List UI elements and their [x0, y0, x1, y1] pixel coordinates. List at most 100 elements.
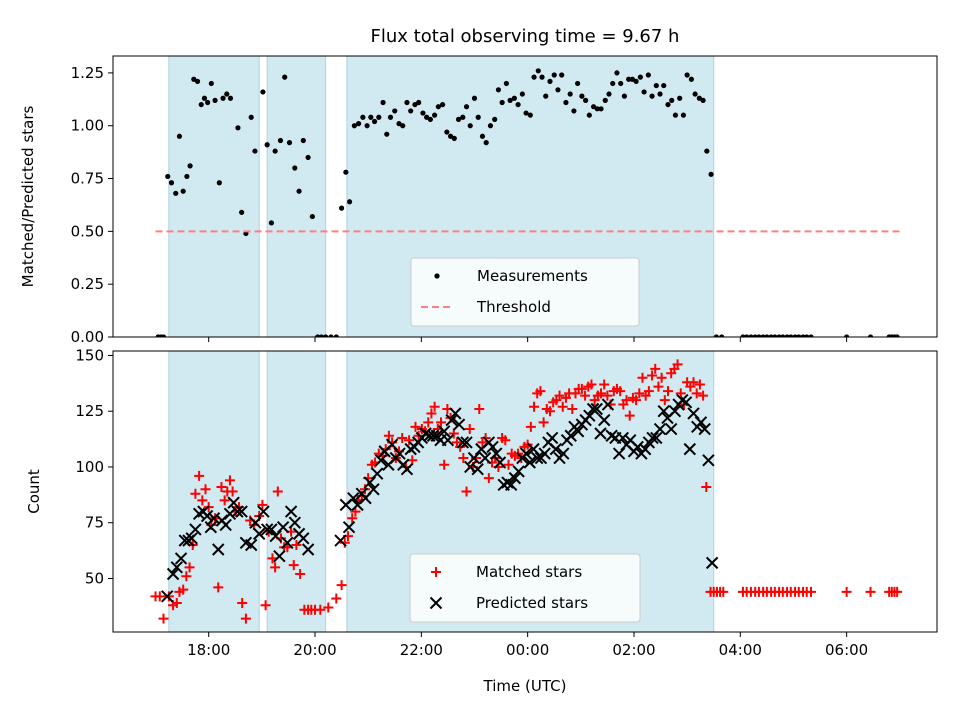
data-point — [436, 417, 447, 428]
data-point — [531, 451, 544, 465]
data-point — [184, 562, 195, 573]
data-point — [672, 359, 683, 370]
x-tick-label: 02:00 — [612, 641, 655, 659]
data-point — [531, 74, 537, 80]
data-point — [198, 101, 204, 108]
data-point — [547, 78, 553, 84]
data-point — [170, 561, 184, 574]
data-point — [295, 569, 306, 580]
data-point — [343, 169, 349, 175]
data-point — [323, 602, 334, 613]
data-point — [549, 442, 563, 456]
data-point — [240, 613, 251, 624]
data-point — [892, 586, 903, 597]
data-point — [551, 72, 557, 78]
data-point — [464, 460, 477, 474]
data-point — [590, 402, 603, 416]
data-point — [273, 549, 286, 563]
data-point — [252, 148, 258, 154]
data-point — [567, 91, 573, 97]
data-point — [224, 475, 235, 486]
data-point — [841, 586, 852, 597]
legend-label: Matched stars — [476, 563, 582, 581]
data-point — [444, 129, 450, 135]
data-point — [646, 431, 659, 445]
data-point — [397, 432, 408, 443]
data-point — [508, 471, 522, 485]
data-point — [404, 435, 415, 446]
data-point — [435, 104, 441, 110]
axes-frame — [112, 350, 938, 633]
data-point — [618, 80, 624, 87]
x-tick-label: 22:00 — [400, 641, 443, 659]
data-point — [571, 425, 585, 438]
data-point — [200, 484, 211, 495]
data-point — [504, 478, 518, 492]
data-point — [380, 99, 386, 106]
data-point — [471, 462, 484, 476]
data-point — [367, 483, 380, 496]
data-point — [204, 520, 218, 534]
data-point — [701, 482, 712, 493]
data-point — [257, 505, 270, 518]
data-point — [427, 116, 433, 122]
data-point — [272, 148, 278, 154]
data-point — [423, 417, 434, 428]
data-point — [669, 97, 675, 103]
data-point — [486, 440, 499, 454]
data-point — [579, 93, 585, 99]
data-point — [272, 486, 283, 497]
data-point — [564, 429, 577, 442]
data-point — [292, 165, 298, 171]
data-point — [583, 97, 589, 103]
data-point — [385, 438, 399, 451]
data-point — [371, 118, 378, 125]
data-point — [656, 372, 667, 383]
data-point — [368, 114, 374, 120]
data-point — [645, 72, 651, 78]
data-point — [519, 91, 525, 97]
data-point — [601, 398, 615, 411]
data-point — [493, 456, 507, 469]
data-point — [200, 509, 214, 523]
data-point — [529, 401, 540, 412]
data-point — [698, 422, 711, 436]
data-point — [252, 527, 266, 541]
data-point — [181, 571, 192, 582]
data-point — [392, 108, 398, 114]
data-point — [719, 334, 725, 337]
data-point — [178, 534, 191, 547]
data-point — [663, 386, 674, 397]
data-point — [659, 395, 670, 406]
data-point — [649, 93, 655, 99]
data-point — [260, 600, 271, 611]
data-point — [808, 334, 814, 337]
data-point — [511, 95, 517, 101]
data-point — [351, 123, 357, 129]
legend: Matched stars Predicted stars — [409, 553, 641, 623]
data-point — [867, 334, 874, 337]
data-point — [519, 447, 533, 460]
legend-label: Measurements — [477, 267, 588, 285]
data-point — [672, 112, 679, 118]
data-point — [416, 99, 422, 106]
data-point — [356, 121, 362, 127]
data-point — [653, 82, 659, 89]
data-point — [634, 388, 645, 399]
data-point — [328, 334, 334, 337]
data-point — [216, 180, 222, 186]
data-point — [626, 76, 632, 82]
data-point — [677, 95, 683, 101]
data-point — [171, 598, 182, 609]
data-point — [440, 101, 446, 108]
data-point — [806, 586, 817, 597]
data-point — [439, 459, 450, 470]
data-point — [201, 95, 208, 101]
y-tick-label: 125 — [75, 402, 104, 420]
data-point — [575, 80, 581, 87]
data-point — [772, 334, 778, 337]
data-point — [301, 543, 315, 556]
data-point — [704, 148, 710, 154]
data-point — [165, 173, 171, 180]
